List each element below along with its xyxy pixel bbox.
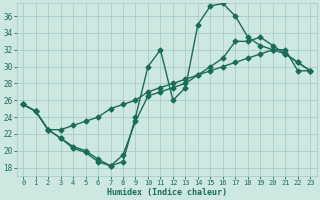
X-axis label: Humidex (Indice chaleur): Humidex (Indice chaleur): [107, 188, 227, 197]
